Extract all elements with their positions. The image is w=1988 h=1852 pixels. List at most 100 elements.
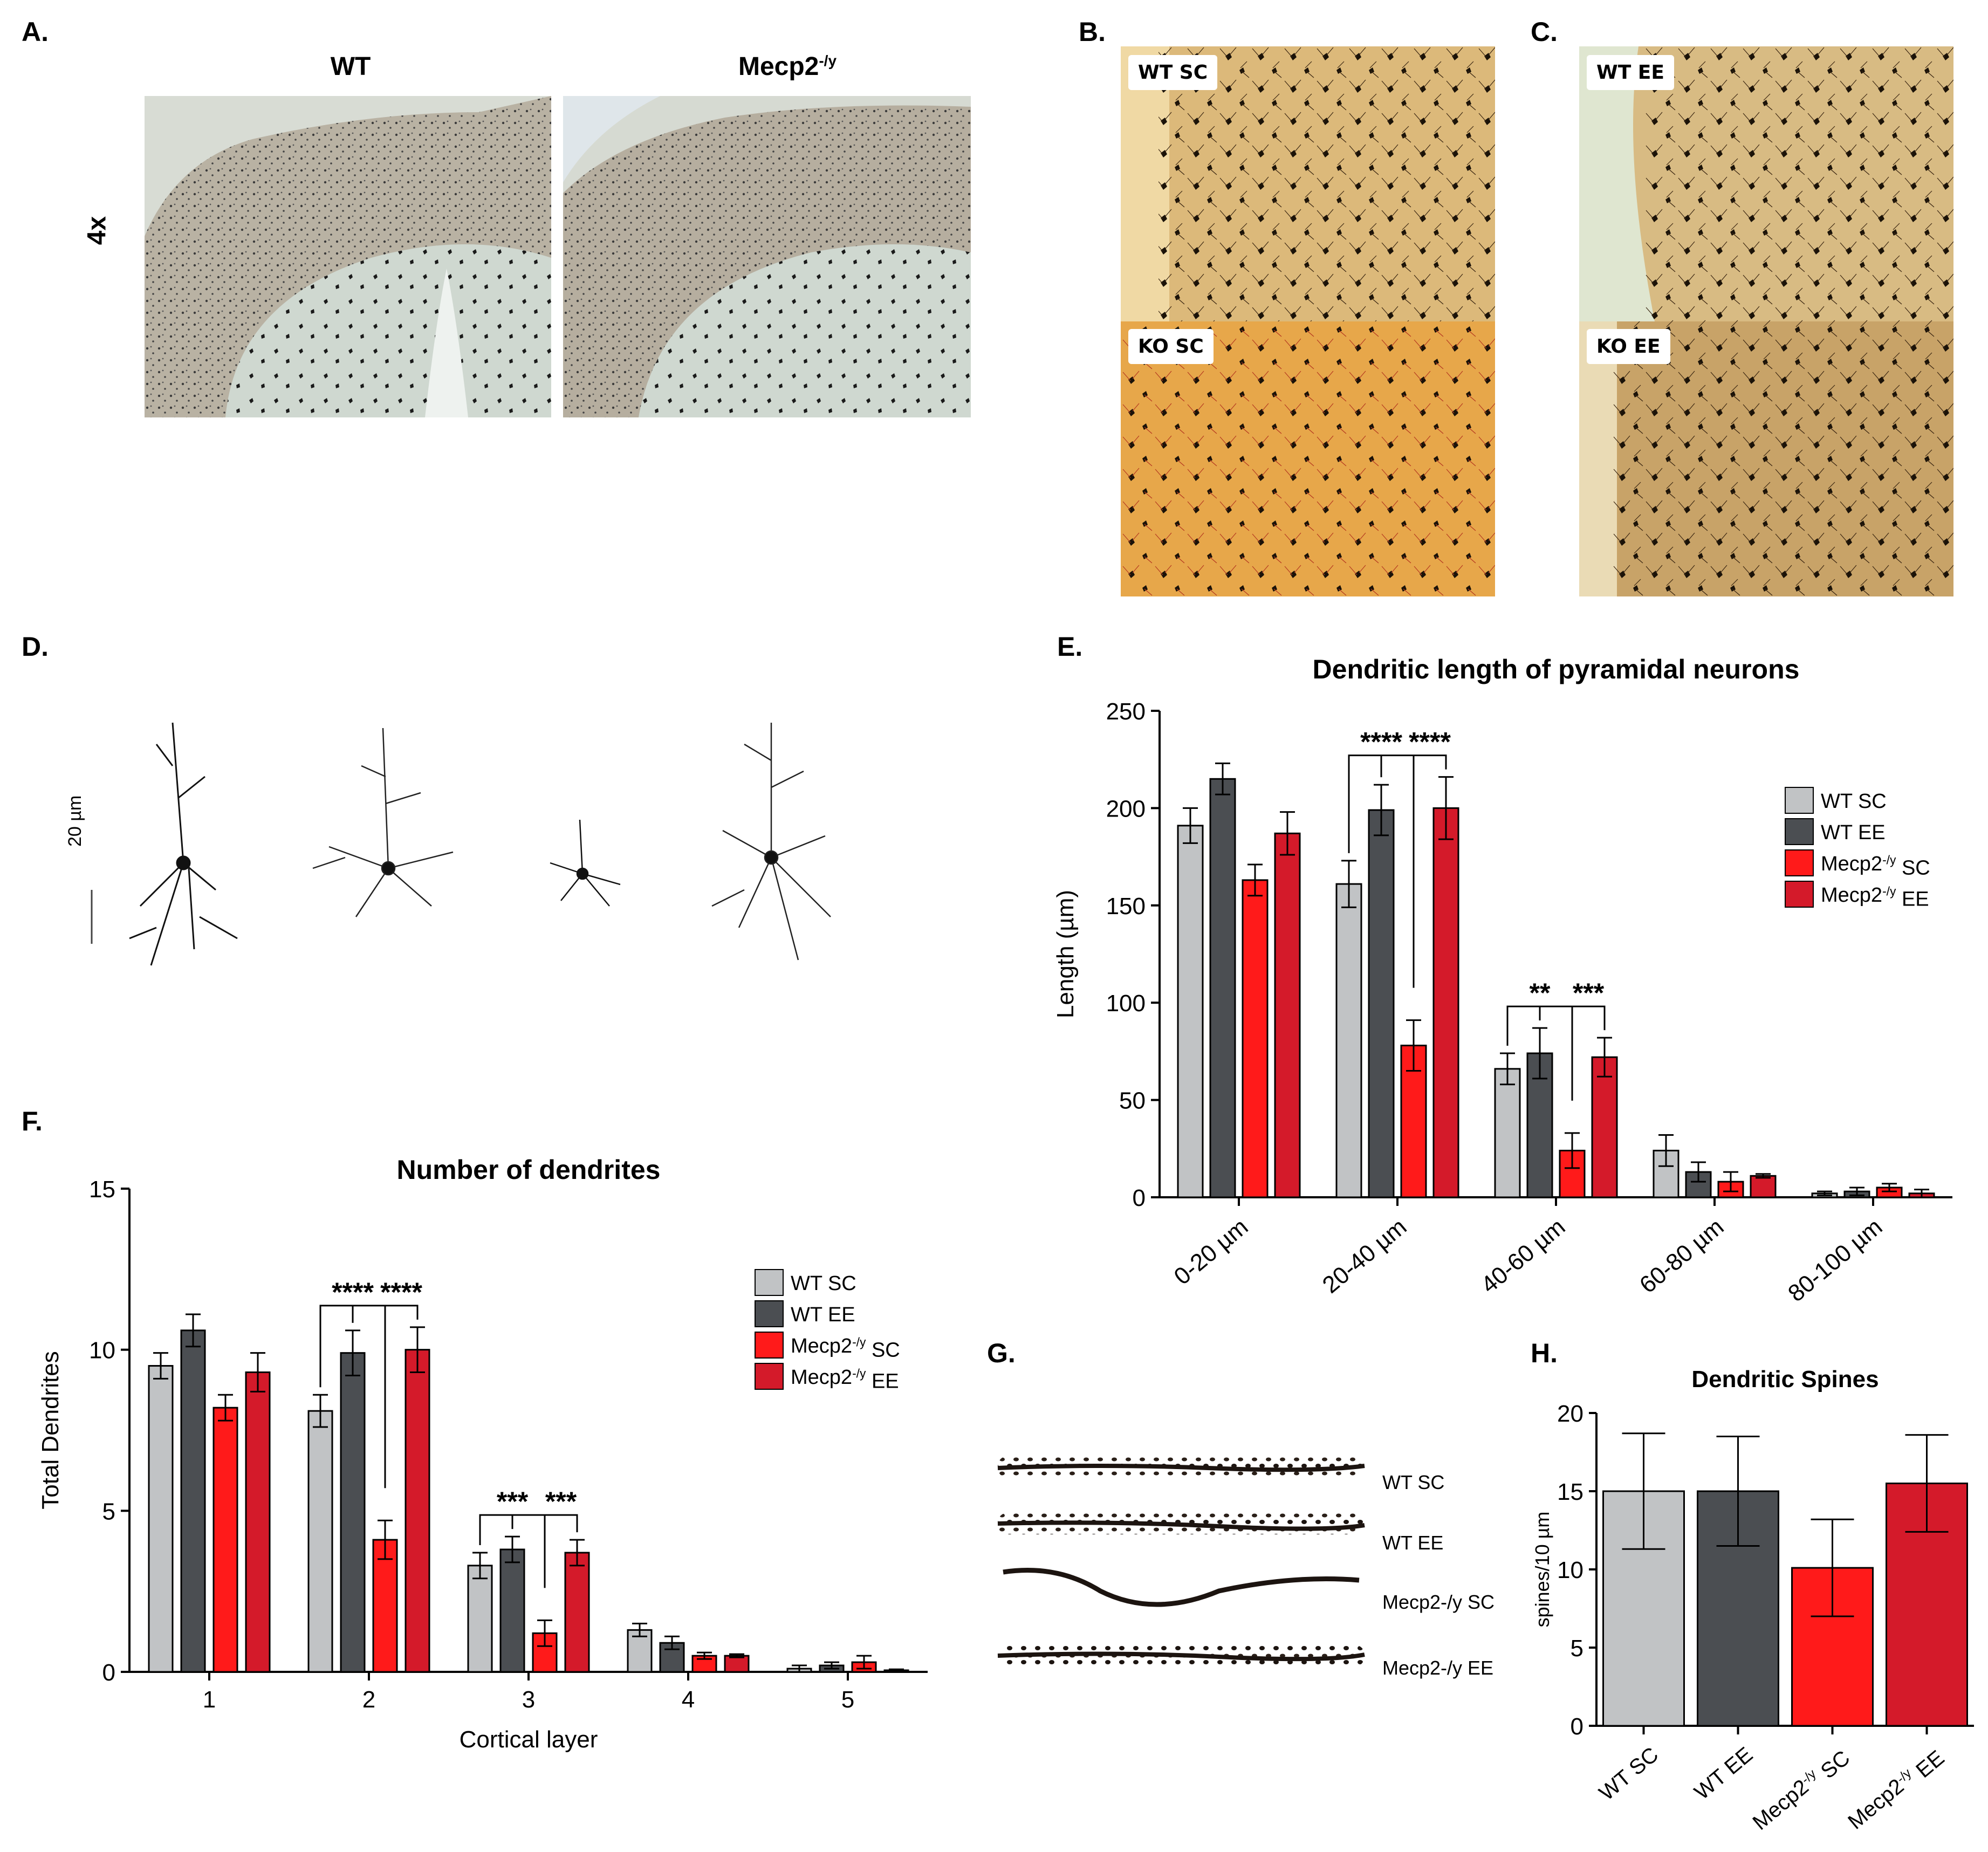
panel-letter-e: E. <box>1057 632 1083 662</box>
y-tick-label: 15 <box>89 1176 115 1203</box>
spine-strip-3 <box>1003 1568 1360 1607</box>
legend-swatch <box>1785 818 1814 845</box>
micrograph-b: WT SC KO SC <box>1121 46 1495 596</box>
bar <box>1209 778 1236 1198</box>
y-axis-label: Length (µm) <box>1052 890 1079 1018</box>
chart-title: Dendritic length of pyramidal neurons <box>1313 654 1800 684</box>
panel-a-ko-label: Mecp2-/y <box>701 52 874 81</box>
bar <box>1335 883 1362 1198</box>
bar <box>1177 825 1204 1198</box>
significance-bracket <box>545 1514 578 1533</box>
x-axis-label: Cortical layer <box>460 1726 598 1753</box>
neuron-tracings <box>91 722 831 966</box>
bar <box>180 1329 206 1673</box>
y-tick-label: 10 <box>89 1337 115 1364</box>
legend-label: Mecp2-/y SC <box>791 1335 900 1362</box>
significance-label: **** <box>332 1277 374 1307</box>
neuron-2 <box>312 728 454 917</box>
legend-label: WT EE <box>791 1304 855 1326</box>
legend-label: WT SC <box>791 1272 856 1295</box>
x-tick-label: 60-80 µm <box>1635 1213 1729 1299</box>
panel-letter-a: A. <box>22 17 49 47</box>
neuron-1 <box>129 722 238 966</box>
micrograph-ko-4x <box>563 96 971 417</box>
x-tick-label: 2 <box>362 1686 375 1713</box>
bar <box>340 1352 366 1673</box>
significance-label: ** <box>1530 978 1551 1008</box>
y-tick-label: 0 <box>102 1659 115 1686</box>
significance-bracket <box>319 1305 386 1489</box>
bar <box>467 1565 493 1673</box>
significance-label: *** <box>1573 978 1605 1008</box>
panel-letter-b: B. <box>1079 17 1106 47</box>
legend-swatch <box>755 1269 784 1296</box>
chart-number-of-dendrites: Number of dendrites 0 5 10 15 Total Dendrites… <box>37 1155 928 1753</box>
panel-letter-g: G. <box>987 1338 1016 1368</box>
ko-label-sup: -/y <box>819 52 837 69</box>
panel-a-wt-label: WT <box>330 52 371 81</box>
y-tick-label: 20 <box>1557 1401 1583 1427</box>
significance-label: **** <box>1409 727 1451 757</box>
neuron-3 <box>550 819 621 907</box>
bar <box>372 1539 398 1673</box>
significance-bracket <box>1414 754 1447 770</box>
significance-label: **** <box>380 1277 422 1307</box>
bar <box>1368 809 1395 1198</box>
chart-title: Dendritic Spines <box>1691 1366 1879 1393</box>
spine-label-wt-ee: WT EE <box>1382 1532 1444 1554</box>
significance-bracket <box>1506 1005 1573 1101</box>
x-tick-label: Mecp2-/y EE <box>1843 1743 1949 1837</box>
x-tick-label: 0-20 µm <box>1169 1213 1253 1290</box>
y-tick-label: 100 <box>1106 990 1146 1017</box>
x-tick-label: 4 <box>682 1686 695 1713</box>
bar <box>1432 807 1459 1198</box>
bar <box>405 1349 430 1673</box>
x-tick-label: WT EE <box>1690 1743 1758 1805</box>
x-tick-label: 1 <box>203 1686 216 1713</box>
significance-label: **** <box>1360 727 1402 757</box>
legend-label: Mecp2-/y SC <box>1821 853 1930 880</box>
y-tick-label: 5 <box>102 1498 115 1525</box>
chart-title: Number of dendrites <box>397 1155 661 1185</box>
panel-b-top-tag: WT SC <box>1128 55 1218 90</box>
micrograph-c: WT EE KO EE <box>1579 46 1953 596</box>
panel-letter-h: H. <box>1531 1338 1558 1368</box>
significance-bracket <box>1572 1005 1606 1031</box>
bar <box>307 1410 333 1673</box>
micrograph-wt-4x <box>145 96 551 417</box>
significance-label: *** <box>497 1486 529 1517</box>
panel-c-top-tag: WT EE <box>1587 55 1674 90</box>
y-tick-label: 10 <box>1557 1557 1583 1583</box>
bar <box>1750 1175 1777 1198</box>
bar <box>245 1371 271 1673</box>
significance-bracket <box>385 1305 419 1320</box>
chart-dendritic-spines: Dendritic Spines 0 5 10 15 20 spines/10 µm WT S… <box>1531 1366 1974 1838</box>
ko-label-base: Mecp2 <box>738 52 819 81</box>
bar <box>212 1407 238 1673</box>
y-tick-label: 200 <box>1106 795 1146 822</box>
bar <box>148 1365 174 1673</box>
y-tick-label: 15 <box>1557 1479 1583 1505</box>
legend-label: Mecp2-/y EE <box>1821 884 1929 911</box>
y-axis-label: spines/10 µm <box>1531 1512 1553 1628</box>
x-tick-label: 80-100 µm <box>1783 1213 1887 1307</box>
chart-dendritic-length: Dendritic length of pyramidal neurons 0 50… <box>1052 654 1952 1307</box>
spine-label-ko-ee: Mecp2-/y EE <box>1382 1657 1494 1679</box>
spine-label-ko-sc: Mecp2-/y SC <box>1382 1591 1495 1613</box>
x-tick-label: WT SC <box>1595 1743 1663 1805</box>
bar <box>724 1655 750 1673</box>
y-tick-label: 0 <box>1571 1713 1583 1740</box>
x-tick-label: Mecp2-/y SC <box>1749 1743 1855 1838</box>
legend-swatch <box>755 1363 784 1390</box>
bar <box>1274 832 1301 1198</box>
y-axis-label: Total Dendrites <box>37 1351 64 1509</box>
legend-swatch <box>1785 787 1814 814</box>
panel-b-bottom-tag: KO SC <box>1128 329 1214 364</box>
legend-label: WT SC <box>1821 790 1887 813</box>
significance-label: *** <box>545 1486 577 1517</box>
y-tick-label: 250 <box>1106 698 1146 725</box>
significance-bracket <box>479 1514 546 1588</box>
neuron-4 <box>711 723 831 961</box>
panel-letter-f: F. <box>22 1106 43 1136</box>
scale-bar-label: 20 µm <box>65 795 85 847</box>
